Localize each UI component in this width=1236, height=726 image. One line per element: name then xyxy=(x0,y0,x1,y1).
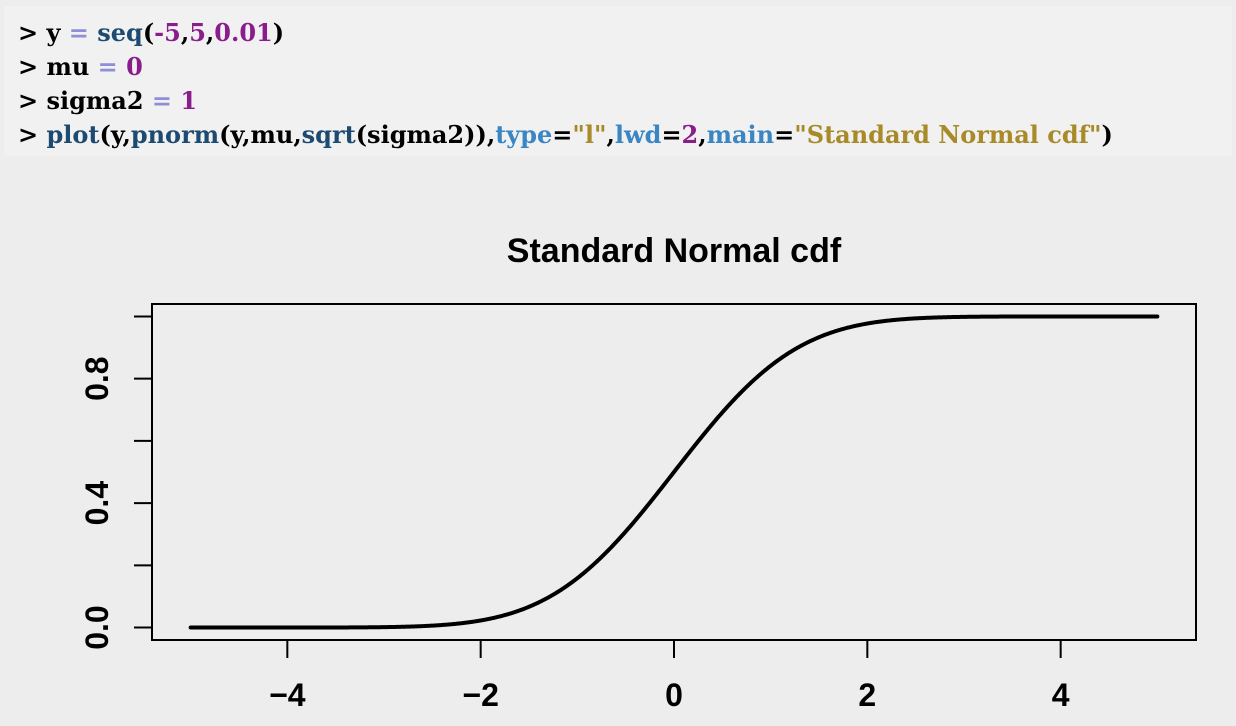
code-line: > plot(y,pnorm(y,mu,sqrt(sigma2)),type="… xyxy=(18,118,1232,152)
x-tick-label: 0 xyxy=(665,677,683,713)
y-tick-label: 0.4 xyxy=(79,481,115,526)
code-token: > xyxy=(18,18,47,47)
code-token: > xyxy=(18,52,47,81)
code-token: 0 xyxy=(126,52,143,81)
code-token: = xyxy=(143,86,181,115)
code-token: , xyxy=(698,120,707,149)
chart: Standard Normal cdf −4 −2 0 2 4 0.0 0.4 0.8 xyxy=(79,232,1197,713)
code-token: plot xyxy=(46,120,100,149)
code-token: mu xyxy=(46,52,90,81)
x-axis: −4 −2 0 2 4 xyxy=(269,640,1070,713)
code-token: (y,mu, xyxy=(219,120,302,149)
code-token: = xyxy=(89,52,127,81)
code-token: 2 xyxy=(681,120,699,149)
code-token: , xyxy=(180,18,190,47)
code-token: > xyxy=(18,120,47,149)
code-token: type xyxy=(495,120,553,149)
code-lines: > y = seq(-5,5,0.01) > mu = 0 > sigma2 = 1… xyxy=(18,16,1232,152)
code-token: pnorm xyxy=(130,120,220,149)
y-tick-label: 0.0 xyxy=(79,605,115,649)
code-token: lwd xyxy=(614,120,662,149)
code-token: "l" xyxy=(572,120,607,149)
code-token: ) xyxy=(1101,120,1113,149)
code-token: = xyxy=(661,120,682,149)
code-token: = xyxy=(60,18,98,47)
code-token: > xyxy=(18,86,47,115)
code-token: 1 xyxy=(180,86,198,115)
code-token: "Standard Normal cdf" xyxy=(794,120,1102,149)
code-token: 5 xyxy=(189,18,206,47)
x-tick-label: −2 xyxy=(462,677,498,713)
y-tick-label: 0.8 xyxy=(79,356,115,400)
code-token: = xyxy=(552,120,573,149)
code-token: , xyxy=(205,18,215,47)
chart-title: Standard Normal cdf xyxy=(507,232,842,270)
code-token: -5 xyxy=(154,18,181,47)
code-line: > mu = 0 xyxy=(18,50,1232,84)
code-token: seq xyxy=(97,18,143,47)
cdf-line xyxy=(188,314,1160,630)
code-line: > sigma2 = 1 xyxy=(18,84,1232,118)
code-token: (sigma2)), xyxy=(355,120,496,149)
x-tick-label: 4 xyxy=(1052,677,1070,713)
code-token: 0.01 xyxy=(214,18,273,47)
code-token: (y, xyxy=(99,120,131,149)
code-token: , xyxy=(606,120,615,149)
code-token: sqrt xyxy=(301,120,356,149)
code-block: > y = seq(-5,5,0.01) > mu = 0 > sigma2 = 1… xyxy=(4,6,1232,156)
code-line: > y = seq(-5,5,0.01) xyxy=(18,16,1232,50)
x-tick-label: −4 xyxy=(269,677,306,713)
code-token: = xyxy=(774,120,795,149)
code-token: ( xyxy=(142,18,155,47)
code-token: main xyxy=(706,120,775,149)
y-axis: 0.0 0.4 0.8 xyxy=(79,315,152,650)
code-token: ) xyxy=(272,18,285,47)
x-tick-label: 2 xyxy=(858,677,876,713)
code-token: y xyxy=(46,18,61,47)
code-token: sigma2 xyxy=(46,86,144,115)
